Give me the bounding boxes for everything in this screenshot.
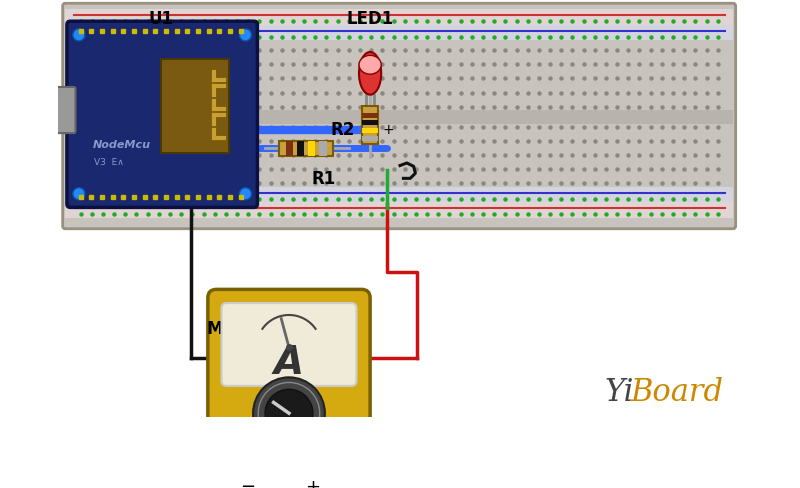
- Bar: [66, 187, 733, 203]
- Bar: [362, 136, 378, 142]
- Text: −: −: [241, 477, 255, 488]
- Text: Board: Board: [630, 377, 723, 407]
- FancyBboxPatch shape: [67, 22, 258, 208]
- FancyBboxPatch shape: [222, 304, 357, 386]
- Text: A: A: [274, 343, 304, 381]
- Text: +: +: [306, 477, 320, 488]
- FancyBboxPatch shape: [306, 476, 321, 488]
- Bar: [308, 142, 315, 157]
- Bar: [161, 60, 229, 153]
- FancyBboxPatch shape: [240, 476, 256, 488]
- Circle shape: [73, 30, 85, 42]
- Text: +: +: [382, 122, 394, 137]
- FancyBboxPatch shape: [208, 290, 370, 486]
- Text: Yi: Yi: [605, 377, 634, 407]
- Circle shape: [253, 378, 325, 449]
- FancyBboxPatch shape: [302, 453, 323, 481]
- FancyBboxPatch shape: [55, 88, 75, 134]
- Bar: [278, 142, 334, 157]
- Text: R1: R1: [311, 170, 335, 188]
- Bar: [297, 142, 304, 157]
- Circle shape: [239, 188, 251, 200]
- Text: R2: R2: [330, 121, 354, 139]
- FancyBboxPatch shape: [238, 453, 258, 481]
- FancyBboxPatch shape: [62, 4, 736, 229]
- Circle shape: [239, 30, 251, 42]
- Circle shape: [265, 389, 313, 437]
- Bar: [319, 142, 326, 157]
- Text: V3  E∧: V3 E∧: [94, 158, 124, 166]
- Text: NodeMcu: NodeMcu: [93, 140, 150, 150]
- Bar: [66, 10, 733, 25]
- Ellipse shape: [359, 56, 382, 75]
- Bar: [286, 142, 294, 157]
- Text: M1: M1: [206, 319, 234, 337]
- Text: U1: U1: [148, 10, 174, 28]
- Bar: [362, 113, 378, 119]
- Bar: [66, 111, 733, 124]
- Bar: [362, 121, 378, 126]
- Bar: [66, 25, 733, 41]
- Circle shape: [73, 188, 85, 200]
- Bar: [362, 129, 378, 134]
- Bar: [66, 203, 733, 218]
- Bar: [362, 106, 378, 145]
- Text: LED1: LED1: [346, 10, 394, 28]
- Ellipse shape: [359, 53, 382, 96]
